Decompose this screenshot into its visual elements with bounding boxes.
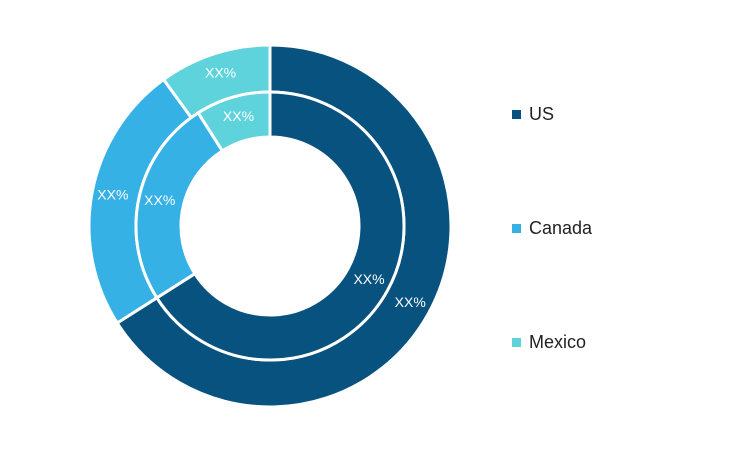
inner-slice-mexico bbox=[196, 90, 272, 153]
inner-label-us: XX% bbox=[353, 271, 384, 287]
donut-chart: XX% XX% XX% XX% XX% XX% bbox=[87, 43, 453, 409]
legend-swatch-canada bbox=[512, 224, 521, 233]
outer-label-us: XX% bbox=[395, 294, 426, 310]
inner-label-mexico: XX% bbox=[223, 108, 254, 124]
outer-label-canada: XX% bbox=[97, 187, 128, 203]
legend-label-us: US bbox=[529, 104, 555, 124]
legend-swatch-mexico bbox=[512, 338, 521, 347]
legend-item-canada: Canada bbox=[512, 218, 592, 239]
legend-label-canada: Canada bbox=[529, 218, 593, 238]
inner-slice-us bbox=[154, 90, 406, 362]
legend-label-mexico: Mexico bbox=[529, 332, 587, 352]
inner-label-canada: XX% bbox=[144, 192, 175, 208]
outer-label-mexico: XX% bbox=[205, 65, 236, 81]
legend-swatch-us bbox=[512, 110, 521, 119]
legend-item-mexico: Mexico bbox=[512, 332, 586, 353]
legend-item-us: US bbox=[512, 104, 554, 125]
legend: US Canada Mexico bbox=[512, 0, 732, 451]
